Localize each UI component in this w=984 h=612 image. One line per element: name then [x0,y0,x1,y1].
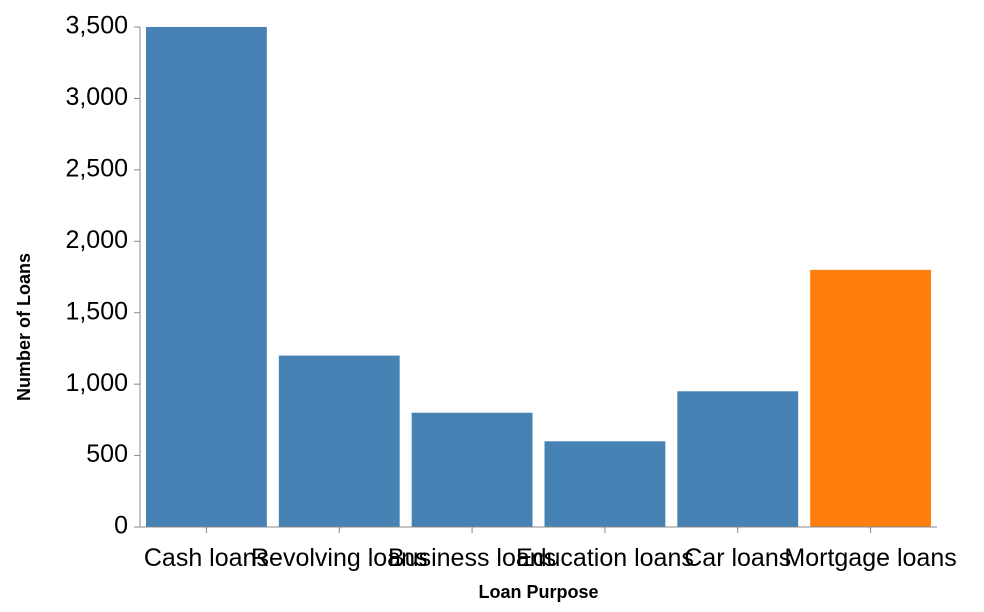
y-tick-label: 500 [86,440,128,468]
bars-group [146,27,931,527]
bar-education-loans[interactable] [544,441,666,527]
x-axis-title: Loan Purpose [478,582,598,602]
y-tick-label: 0 [114,512,128,540]
y-axis-title: Number of Loans [14,253,34,401]
bar-business-loans[interactable] [411,412,533,527]
x-tick-label: Education loans [516,544,694,572]
y-tick-label: 3,000 [65,83,128,111]
y-tick-label: 1,000 [65,369,128,397]
y-tick-label: 1,500 [65,297,128,325]
x-tick-label: Business loans [388,544,556,572]
bar-car-loans[interactable] [677,391,799,527]
bar-cash-loans[interactable] [146,27,267,527]
x-tick-label: Car loans [684,544,791,572]
x-tick-label: Cash loans [144,544,269,572]
bar-mortgage-loans[interactable] [810,269,931,527]
x-tick-label: Revolving loans [251,544,428,572]
y-tick-label: 2,000 [65,226,128,254]
y-axis: 0 500 1,000 1,500 2,000 2,500 3,000 3,500 [65,12,141,540]
bar-revolving-loans[interactable] [278,355,400,527]
y-tick-label: 2,500 [65,154,128,182]
x-tick-label: Mortgage loans [784,544,956,572]
y-tick-label: 3,500 [65,12,128,40]
